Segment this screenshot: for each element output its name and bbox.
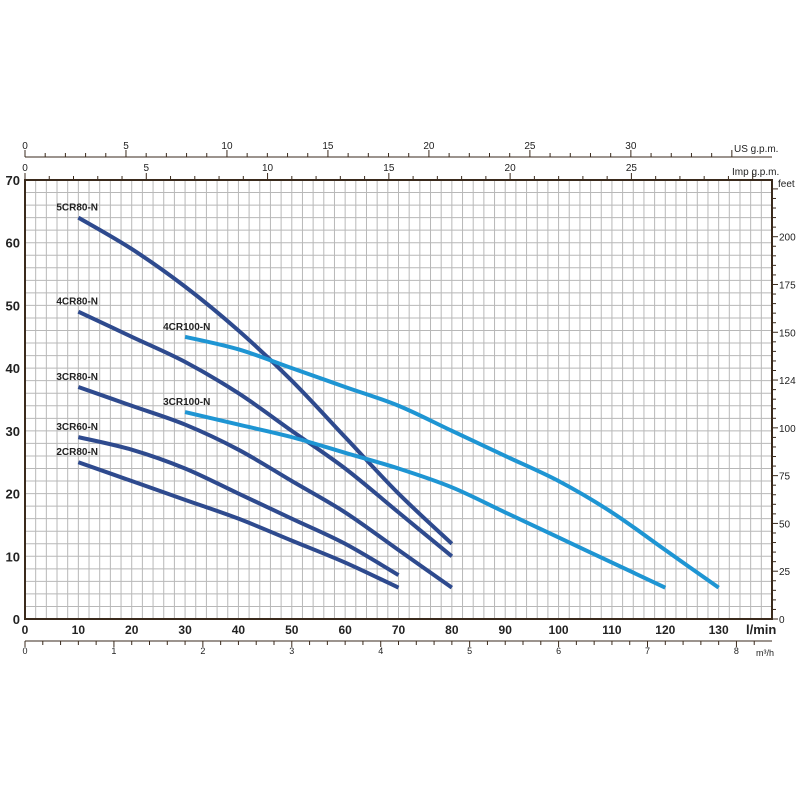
us-gpm-tick-label: 25 (524, 141, 536, 152)
feet-tick-label: 175 (779, 280, 796, 291)
imp-gpm-tick-label: 0 (22, 163, 28, 174)
x-tick-label: 90 (499, 623, 513, 637)
grid (25, 180, 772, 619)
feet-tick-label: 150 (779, 328, 796, 339)
m3h-tick-label: 6 (556, 646, 561, 656)
bottom-axis-m3h-label: m³/h (756, 648, 774, 658)
x-tick-label: 130 (709, 623, 729, 637)
m3h-tick-label: 0 (22, 646, 27, 656)
y-tick-label: 20 (6, 487, 20, 502)
us-gpm-tick-label: 10 (221, 141, 233, 152)
curves: 5CR80-N 4CR80-N 3CR80-N 3CR60-N 2CR80-N 4CR10… (56, 203, 720, 590)
m3h-tick-label: 4 (378, 646, 383, 656)
y-tick-label: 30 (6, 424, 20, 439)
x-axis-label: l/min (746, 622, 776, 637)
curve-3cr80-n (77, 385, 454, 590)
m3h-tick-label: 7 (645, 646, 650, 656)
x-tick-label: 80 (445, 623, 459, 637)
plot-frame (24, 179, 773, 620)
curve-label-4cr100-n: 4CR100-N (163, 322, 210, 333)
curve-4cr80-n (77, 309, 454, 558)
curve-label-2cr80-n: 2CR80-N (56, 447, 98, 458)
top-axis-imp-label: Imp g.p.m. (732, 167, 779, 178)
us-gpm-tick-label: 15 (322, 141, 334, 152)
curve-4cr100-n (184, 334, 720, 590)
y-tick-label: 40 (6, 361, 20, 376)
curve-label-3cr80-n: 3CR80-N (56, 372, 98, 383)
feet-tick-label: 0 (779, 615, 785, 626)
m3h-tick-label: 2 (200, 646, 205, 656)
y-tick-label: 50 (6, 298, 20, 313)
feet-tick-label: 75 (779, 472, 791, 483)
m3h-tick-label: 1 (111, 646, 116, 656)
y-tick-label: 10 (6, 549, 20, 564)
x-tick-label: 40 (232, 623, 246, 637)
m3h-tick-label: 8 (734, 646, 739, 656)
x-tick-label: 30 (178, 623, 192, 637)
y-tick-label: 0 (13, 612, 20, 627)
imp-gpm-tick-label: 25 (626, 163, 638, 174)
curve-3cr100-n (184, 410, 667, 590)
us-gpm-tick-label: 5 (123, 141, 129, 152)
us-gpm-tick-label: 30 (625, 141, 637, 152)
imp-gpm-tick-label: 5 (143, 163, 149, 174)
top-axis-us-label: US g.p.m. (734, 144, 778, 155)
y-tick-label: 60 (6, 236, 20, 251)
x-tick-label: 100 (549, 623, 569, 637)
m3h-tick-label: 5 (467, 646, 472, 656)
imp-gpm-tick-label: 20 (505, 163, 517, 174)
x-tick-label: 120 (655, 623, 675, 637)
curve-label-3cr100-n: 3CR100-N (163, 397, 210, 408)
curve-3cr60-n (77, 435, 400, 577)
feet-tick-label: 100 (779, 424, 796, 435)
x-tick-label: 0 (22, 623, 29, 637)
imp-gpm-tick-label: 10 (262, 163, 274, 174)
right-axis-label: feet (778, 179, 795, 190)
y-tick-label: 70 (6, 173, 20, 188)
feet-tick-label: 50 (779, 519, 791, 530)
x-tick-label: 20 (125, 623, 139, 637)
curve-label-3cr60-n: 3CR60-N (56, 422, 98, 433)
m3h-tick-label: 3 (289, 646, 294, 656)
us-gpm-tick-label: 20 (423, 141, 435, 152)
x-tick-label: 50 (285, 623, 299, 637)
x-tick-label: 10 (72, 623, 86, 637)
imp-gpm-tick-label: 15 (383, 163, 395, 174)
x-tick-label: 60 (338, 623, 352, 637)
feet-tick-label: 200 (779, 233, 796, 244)
feet-tick-label: 25 (779, 567, 791, 578)
curve-label-4cr80-n: 4CR80-N (56, 297, 98, 308)
x-tick-label: 70 (392, 623, 406, 637)
curve-2cr80-n (77, 460, 400, 590)
us-gpm-tick-label: 0 (22, 141, 28, 152)
feet-tick-label: 124 (779, 376, 796, 387)
x-tick-label: 110 (602, 623, 622, 637)
curve-label-5cr80-n: 5CR80-N (56, 203, 98, 214)
